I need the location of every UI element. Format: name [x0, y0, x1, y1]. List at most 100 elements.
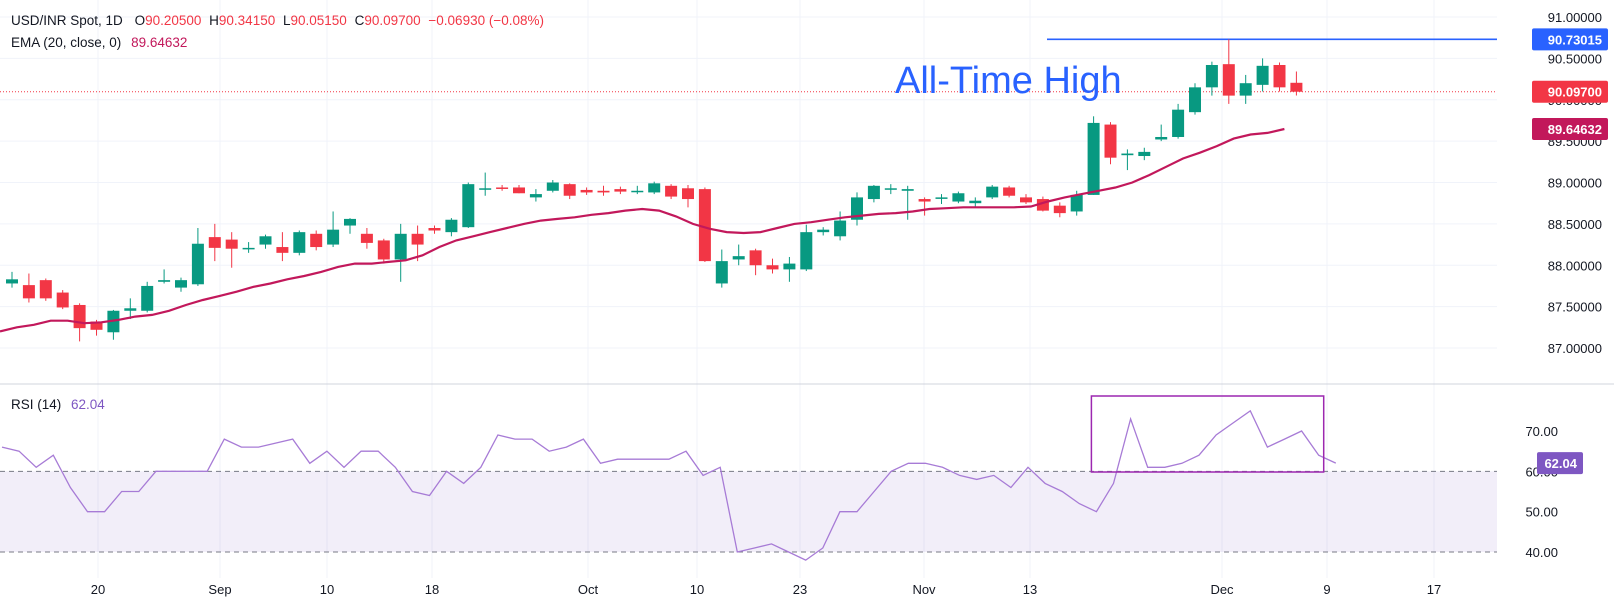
candle-down — [73, 304, 86, 329]
grid — [0, 0, 1497, 578]
candle-up — [1172, 109, 1185, 137]
candle-down — [377, 240, 390, 260]
candle-up — [529, 194, 542, 198]
rsi-band-40-60 — [0, 471, 1497, 552]
candle-up — [479, 188, 492, 190]
candle-up — [715, 261, 728, 284]
rsi-line[interactable] — [1, 409, 1337, 561]
price-tick-label: 88.50000 — [1548, 217, 1602, 232]
ema-price-badge-text: 89.64632 — [1548, 122, 1602, 137]
price-tick-label: 91.00000 — [1548, 10, 1602, 25]
candle-up — [158, 280, 171, 282]
candle-up — [546, 182, 559, 191]
rsi-badge-bg — [1537, 452, 1583, 475]
candle-down — [1222, 64, 1235, 96]
last-price-badge: 90.09700 — [1532, 80, 1608, 103]
candle-down — [22, 285, 35, 299]
rsi-tick-label: 70.00 — [1525, 424, 1558, 439]
candle-up — [732, 256, 745, 260]
candle-down — [411, 233, 424, 245]
candle-up — [242, 247, 255, 250]
last-price-badge-bg — [1532, 80, 1608, 103]
candle-up — [631, 190, 644, 193]
ema-line[interactable] — [0, 127, 1285, 333]
ema-value: 89.64632 — [131, 35, 188, 50]
time-tick-label: Dec — [1210, 582, 1234, 597]
candle-down — [276, 247, 289, 253]
candle-up — [800, 232, 813, 270]
candle-down — [563, 184, 576, 196]
price-tick-label: 88.00000 — [1548, 258, 1602, 273]
rsi-value: 62.04 — [71, 397, 105, 412]
all-time-high-annotation[interactable]: All-Time High — [895, 60, 1122, 102]
candle-up — [935, 197, 948, 199]
candle-down — [1003, 187, 1016, 196]
candle-down — [1036, 199, 1049, 211]
candle-up — [1138, 151, 1151, 157]
candle-up — [867, 185, 880, 200]
time-tick-label: 10 — [320, 582, 334, 597]
ema-price-badge: 89.64632 — [1532, 118, 1608, 141]
high-label: H — [209, 13, 219, 28]
price-axis[interactable]: 91.0000090.5000090.0000089.5000089.00000… — [1548, 10, 1602, 356]
candle-down — [597, 190, 610, 193]
candles — [6, 39, 1303, 342]
open-value: 90.20500 — [145, 13, 202, 28]
candle-down — [56, 292, 69, 308]
rsi-tick-label: 40.00 — [1525, 545, 1558, 560]
rsi-tick-label: 50.00 — [1525, 505, 1558, 520]
ema-legend[interactable]: EMA (20, close, 0) 89.64632 — [11, 35, 187, 50]
candle-down — [225, 239, 238, 249]
candle-up — [327, 229, 340, 245]
candle-down — [665, 185, 678, 197]
candle-down — [90, 321, 103, 330]
candle-down — [580, 189, 593, 193]
price-tick-label: 89.00000 — [1548, 176, 1602, 191]
price-tick-label: 87.50000 — [1548, 300, 1602, 315]
candle-down — [428, 228, 441, 231]
ath-price-badge-text: 90.73015 — [1548, 32, 1602, 47]
candle-down — [1104, 124, 1117, 158]
candle-down — [1053, 205, 1066, 214]
candle-down — [310, 233, 323, 248]
candle-up — [462, 184, 475, 228]
time-axis[interactable]: 20 Sep 10 18 Oct 10 23 Nov 13 Dec 9 17 — [91, 582, 1441, 597]
candle-up — [851, 197, 863, 220]
candle-up — [834, 220, 847, 237]
rsi-badge-text: 62.04 — [1544, 456, 1577, 471]
time-tick-label: 20 — [91, 582, 105, 597]
candle-up — [884, 188, 897, 190]
symbol-label: USD/INR Spot, 1D — [11, 13, 123, 28]
rsi-value-badge: 62.04 — [1537, 452, 1583, 475]
candle-up — [191, 243, 204, 285]
candle-up — [1239, 83, 1252, 96]
candle-down — [1273, 64, 1286, 88]
time-tick-label: 9 — [1323, 582, 1330, 597]
ohlc-legend[interactable]: USD/INR Spot, 1D O90.20500 H90.34150 L90… — [11, 13, 544, 28]
candle-down — [1020, 197, 1032, 203]
time-tick-label: 17 — [1427, 582, 1441, 597]
candle-up — [394, 233, 407, 260]
candle-down — [698, 189, 711, 262]
candle-up — [1121, 153, 1134, 156]
rsi-legend[interactable]: RSI (14) 62.04 — [11, 397, 105, 412]
open-label: O — [134, 13, 146, 28]
time-tick-label: 10 — [690, 582, 704, 597]
candle-down — [360, 233, 373, 243]
candle-up — [1070, 194, 1083, 212]
rsi-band-lines — [0, 470, 1497, 553]
candle-up — [445, 219, 458, 233]
candle-up — [986, 186, 999, 198]
close-value: 90.09700 — [364, 13, 421, 28]
candle-up — [817, 229, 830, 233]
candle-up — [952, 193, 965, 202]
time-tick-label: Nov — [912, 582, 936, 597]
time-tick-label: Oct — [578, 582, 599, 597]
rsi-highlight-box[interactable] — [1090, 395, 1325, 473]
candle-up — [175, 280, 187, 288]
rsi-label: RSI (14) — [11, 397, 62, 412]
time-tick-label: 18 — [425, 582, 439, 597]
